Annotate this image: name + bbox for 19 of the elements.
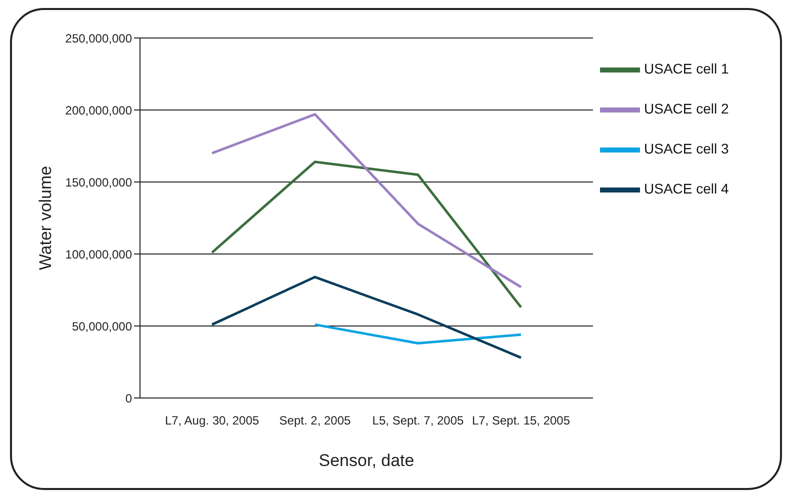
legend-label: USACE cell 2 xyxy=(644,100,729,117)
x-axis-title: Sensor, date xyxy=(318,451,414,470)
y-tick-label: 0 xyxy=(125,391,132,406)
legend-label: USACE cell 1 xyxy=(644,60,729,77)
line-series xyxy=(210,276,522,359)
y-axis-title: Water volume xyxy=(36,166,56,270)
y-tick-label: 250,000,000 xyxy=(65,31,132,46)
legend-label: USACE cell 3 xyxy=(644,140,729,157)
x-tick-label: L5, Sept. 7, 2005 xyxy=(372,414,464,428)
line-series xyxy=(210,113,522,288)
x-tick-label: L7, Sept. 15, 2005 xyxy=(472,414,570,428)
y-tick-label: 150,000,000 xyxy=(65,175,132,190)
line-series xyxy=(210,160,522,309)
x-tick-label: L7, Aug. 30, 2005 xyxy=(164,414,260,428)
legend-label: USACE cell 4 xyxy=(644,180,729,197)
y-tick-label: 50,000,000 xyxy=(72,319,132,334)
y-tick-label: 200,000,000 xyxy=(65,103,132,118)
y-tick-label: 100,000,000 xyxy=(65,247,132,262)
x-tick-label: Sept. 2, 2005 xyxy=(279,414,352,428)
